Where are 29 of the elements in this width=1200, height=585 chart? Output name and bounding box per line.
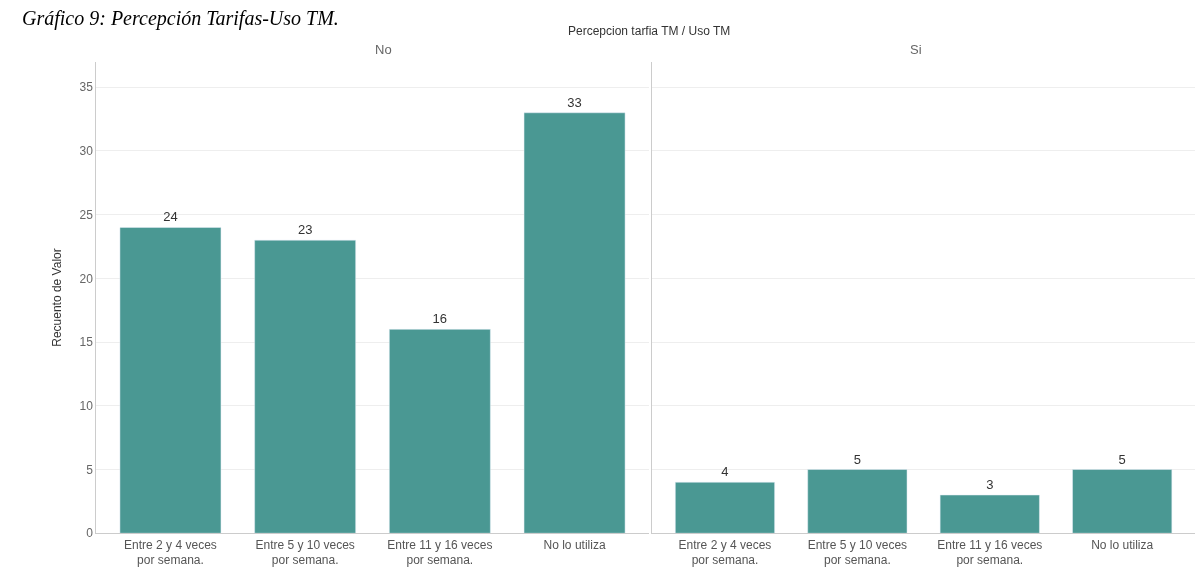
y-axis-title: Recuento de Valor <box>49 248 64 347</box>
text: Gráfico 9: Percepción Tarifas-Uso TM. <box>22 7 339 30</box>
y-tick-label: 5 <box>86 462 94 477</box>
data-label: 23 <box>297 222 313 238</box>
x-tick-label: Entre 11 y 16 veces por semana. <box>387 537 493 568</box>
y-tick-label: 25 <box>79 207 94 222</box>
data-label: 16 <box>432 311 448 327</box>
data-label: 33 <box>567 94 582 110</box>
chart-title: Si <box>910 42 922 57</box>
x-tick-label: Entre 2 y 4 veces por semana. <box>678 537 772 568</box>
y-tick-label: 30 <box>79 144 94 159</box>
data-label: 3 <box>986 477 994 493</box>
x-tick-label: No lo utiliza <box>543 537 606 552</box>
y-tick-label: 0 <box>86 526 94 541</box>
x-tick-label: No lo utiliza <box>1091 537 1154 552</box>
data-label: 5 <box>853 451 861 467</box>
y-tick-label: 35 <box>79 80 94 95</box>
x-tick-label: Entre 5 y 10 veces por semana. <box>807 537 908 568</box>
y-tick-label: 10 <box>79 399 94 414</box>
x-tick-label: Entre 11 y 16 veces por semana. <box>937 537 1043 568</box>
chart-title: No <box>375 42 392 57</box>
data-label: 24 <box>163 209 178 225</box>
data-label: 5 <box>1118 451 1126 467</box>
text: Percepcion tarfia TM / Uso TM <box>568 24 731 38</box>
x-tick-label: Entre 5 y 10 veces por semana. <box>255 537 355 568</box>
data-label: 4 <box>721 464 729 480</box>
y-tick-label: 15 <box>79 335 94 350</box>
y-tick-label: 20 <box>79 271 94 286</box>
x-tick-label: Entre 2 y 4 veces por semana. <box>124 537 217 568</box>
